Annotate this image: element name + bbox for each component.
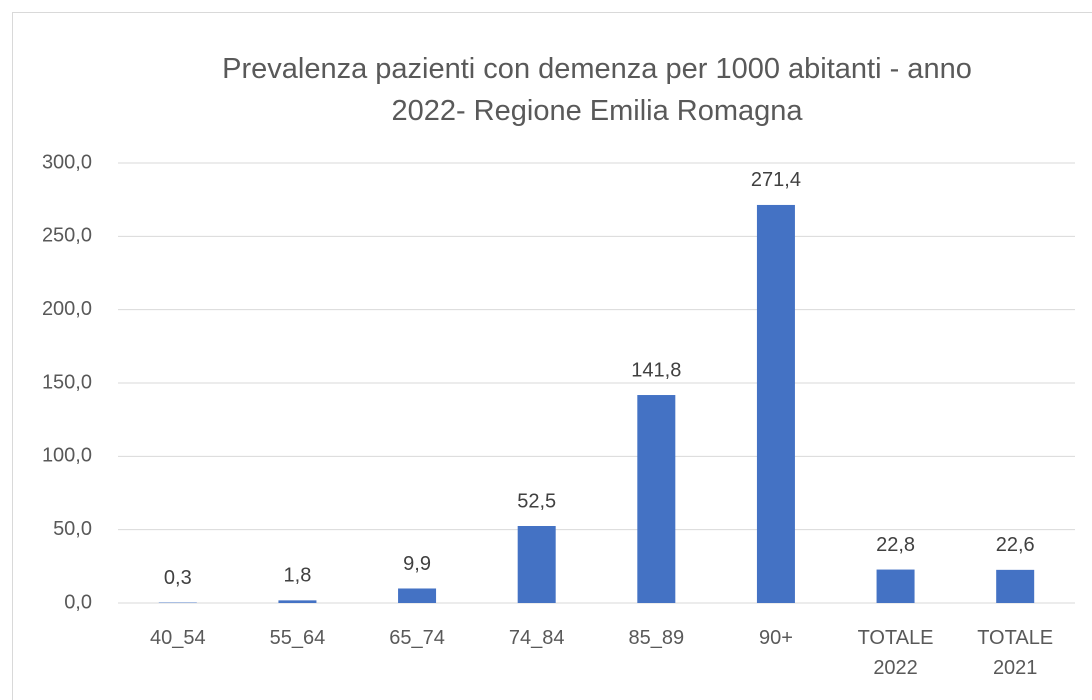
data-label: 271,4 bbox=[751, 169, 801, 191]
y-tick-label: 100,0 bbox=[42, 445, 92, 467]
data-label: 141,8 bbox=[631, 359, 681, 381]
data-label: 1,8 bbox=[284, 565, 312, 587]
y-tick-label: 150,0 bbox=[42, 371, 92, 393]
x-tick-label: TOTALE 2022 bbox=[857, 627, 934, 679]
x-tick-label: 65_74 bbox=[389, 627, 445, 649]
y-tick-label: 0,0 bbox=[64, 591, 92, 613]
y-tick-label: 300,0 bbox=[42, 151, 92, 173]
y-tick-label: 250,0 bbox=[42, 225, 92, 247]
bar bbox=[517, 526, 556, 603]
x-tick-label: 85_89 bbox=[628, 627, 685, 649]
bar bbox=[278, 600, 317, 603]
data-label: 22,6 bbox=[996, 534, 1035, 556]
bar bbox=[756, 204, 795, 604]
data-label: 0,3 bbox=[164, 567, 192, 589]
bar bbox=[398, 588, 437, 603]
chart-frame bbox=[12, 12, 1092, 700]
x-tick-label: 55_64 bbox=[269, 627, 326, 649]
x-tick-label: 74_84 bbox=[508, 627, 565, 649]
bar bbox=[996, 569, 1035, 603]
data-label: 52,5 bbox=[517, 490, 556, 512]
chart-title: Prevalenza pazienti con demenza per 1000… bbox=[222, 53, 972, 127]
bar bbox=[637, 395, 676, 603]
y-tick-label: 50,0 bbox=[53, 518, 92, 540]
y-tick-label: 200,0 bbox=[42, 298, 92, 320]
x-tick-label: 40_54 bbox=[150, 627, 206, 649]
data-label: 9,9 bbox=[403, 553, 431, 575]
data-label: 22,8 bbox=[876, 534, 915, 556]
bar bbox=[876, 569, 915, 603]
x-tick-label: 90+ bbox=[758, 627, 793, 649]
x-tick-label: TOTALE 2021 bbox=[977, 627, 1054, 679]
